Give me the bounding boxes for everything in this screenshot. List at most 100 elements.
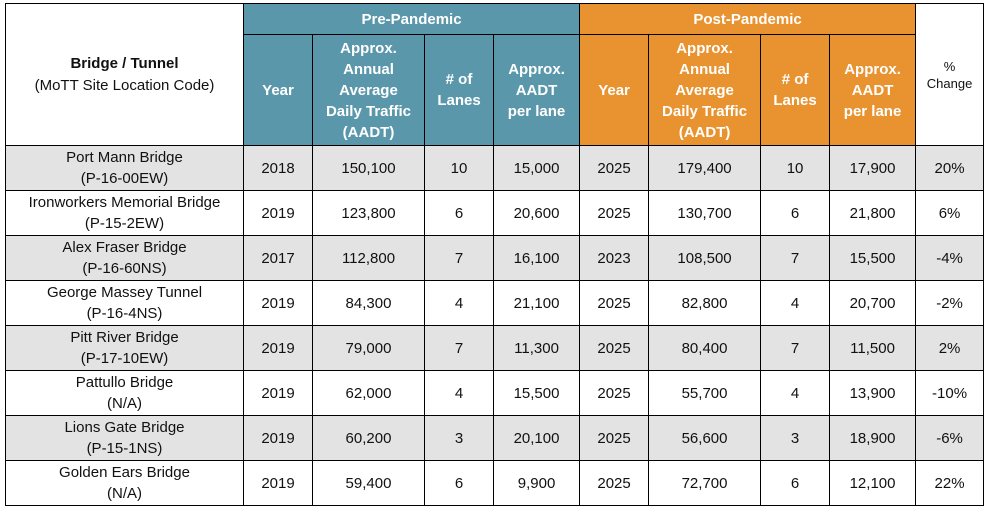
- header-line: AADT: [515, 81, 558, 99]
- site-code: (P-15-2EW): [84, 215, 165, 232]
- header-line: per lane: [843, 102, 902, 120]
- post-year-cell: 2025: [579, 415, 650, 461]
- pre-lanes-cell: 3: [424, 415, 494, 461]
- post-per-lane-cell: 20,700: [829, 280, 917, 326]
- post-lanes-cell: 7: [760, 235, 831, 281]
- pre-per-lane-cell: 20,100: [492, 415, 581, 461]
- pre-aadt-cell: 112,800: [312, 235, 425, 281]
- table-row: Golden Ears Bridge (N/A) 2019 59,400 6 9,…: [5, 460, 985, 506]
- pre-lanes-cell: 7: [424, 235, 494, 281]
- pre-lanes-cell: 6: [424, 460, 494, 506]
- table-row: Lions Gate Bridge (P-15-1NS) 2019 60,200 …: [5, 415, 985, 461]
- site-code: (N/A): [107, 395, 142, 412]
- change-cell: 2%: [915, 325, 985, 371]
- post-aadt-header: Approx. Annual Average Daily Traffic (AA…: [648, 34, 762, 146]
- pre-year-cell: 2017: [243, 235, 313, 281]
- table-row: George Massey Tunnel (P-16-4NS) 2019 84,3…: [5, 280, 985, 326]
- post-aadt-cell: 80,400: [648, 325, 762, 371]
- header-line: Annual: [343, 60, 394, 78]
- post-per-lane-cell: 12,100: [829, 460, 917, 506]
- table-row: Ironworkers Memorial Bridge (P-15-2EW) 20…: [5, 190, 985, 236]
- pre-lanes-cell: 6: [424, 190, 494, 236]
- post-year-header: Year: [579, 34, 650, 146]
- bridge-name: Port Mann Bridge: [66, 149, 183, 166]
- post-lanes-cell: 4: [760, 280, 831, 326]
- post-aadt-cell: 179,400: [648, 145, 762, 191]
- post-lanes-cell: 7: [760, 325, 831, 371]
- header-line: AADT: [851, 81, 894, 99]
- pre-year-cell: 2019: [243, 325, 313, 371]
- pct-header-line: %: [943, 58, 956, 74]
- change-cell: 6%: [915, 190, 985, 236]
- bridge-name: Golden Ears Bridge: [59, 464, 190, 481]
- post-pandemic-group-header: Post-Pandemic: [579, 3, 917, 35]
- post-per-lane-cell: 15,500: [829, 235, 917, 281]
- header-line: (AADT): [678, 123, 731, 141]
- post-year-cell: 2025: [579, 145, 650, 191]
- pre-per-lane-cell: 16,100: [492, 235, 581, 281]
- pre-lanes-cell: 4: [424, 370, 494, 416]
- pre-per-lane-cell: 9,900: [492, 460, 581, 506]
- change-cell: -6%: [915, 415, 985, 461]
- post-year-cell: 2025: [579, 460, 650, 506]
- post-lanes-cell: 3: [760, 415, 831, 461]
- post-per-lane-cell: 11,500: [829, 325, 917, 371]
- pre-year-cell: 2019: [243, 370, 313, 416]
- post-year-cell: 2025: [579, 370, 650, 416]
- post-aadt-cell: 108,500: [648, 235, 762, 281]
- site-code: (P-16-4NS): [86, 305, 163, 322]
- bridge-header-subtitle: (MoTT Site Location Code): [34, 76, 215, 94]
- bridge-name: Alex Fraser Bridge: [62, 239, 187, 256]
- pre-lanes-cell: 10: [424, 145, 494, 191]
- header-line: Approx.: [508, 60, 565, 78]
- site-code: (P-15-1NS): [86, 440, 163, 457]
- pre-per-lane-cell: 11,300: [492, 325, 581, 371]
- change-cell: 22%: [915, 460, 985, 506]
- site-code: (P-16-00EW): [80, 170, 169, 187]
- table-row: Alex Fraser Bridge (P-16-60NS) 2017 112,8…: [5, 235, 985, 281]
- bridge-name-cell: Alex Fraser Bridge (P-16-60NS): [5, 235, 244, 281]
- pre-lanes-cell: 7: [424, 325, 494, 371]
- header-line: # of: [781, 71, 809, 88]
- change-cell: -2%: [915, 280, 985, 326]
- header-line: Approx.: [676, 39, 733, 57]
- post-year-cell: 2025: [579, 190, 650, 236]
- header-line: Annual: [679, 60, 730, 78]
- bridge-name: Pitt River Bridge: [70, 329, 179, 346]
- header-line: (AADT): [342, 123, 395, 141]
- pre-aadt-cell: 59,400: [312, 460, 425, 506]
- table-body: Port Mann Bridge (P-16-00EW) 2018 150,100…: [5, 145, 985, 506]
- header-line: Daily Traffic: [662, 102, 748, 120]
- header-line: Average: [339, 81, 398, 99]
- pre-per-lane-cell: 20,600: [492, 190, 581, 236]
- pre-pandemic-group-header: Pre-Pandemic: [242, 3, 581, 35]
- header-line: Average: [675, 81, 734, 99]
- pct-header-line: Change: [926, 75, 973, 91]
- bridge-header-title: Bridge / Tunnel: [70, 54, 179, 72]
- post-aadt-cell: 72,700: [648, 460, 762, 506]
- site-code: (N/A): [107, 485, 142, 502]
- pre-aadt-cell: 79,000: [312, 325, 425, 371]
- table-row: Pattullo Bridge (N/A) 2019 62,000 4 15,50…: [5, 370, 985, 416]
- pre-per-lane-header: Approx. AADT per lane: [492, 34, 581, 146]
- header-line: # of: [445, 71, 473, 88]
- header-line: Lanes: [437, 92, 481, 109]
- post-per-lane-cell: 17,900: [829, 145, 917, 191]
- bridge-name: Ironworkers Memorial Bridge: [28, 194, 221, 211]
- pre-lanes-cell: 4: [424, 280, 494, 326]
- pre-year-cell: 2018: [243, 145, 313, 191]
- pre-year-cell: 2019: [243, 190, 313, 236]
- bridge-name: Lions Gate Bridge: [64, 419, 185, 436]
- header-line: Approx.: [340, 39, 397, 57]
- pre-year-cell: 2019: [243, 415, 313, 461]
- change-cell: -4%: [915, 235, 985, 281]
- post-per-lane-cell: 13,900: [829, 370, 917, 416]
- pre-aadt-header: Approx. Annual Average Daily Traffic (AA…: [312, 34, 425, 146]
- header-line: Approx.: [844, 60, 901, 78]
- bridge-name-cell: Pattullo Bridge (N/A): [5, 370, 244, 416]
- bridge-name-cell: George Massey Tunnel (P-16-4NS): [5, 280, 244, 326]
- post-aadt-cell: 82,800: [648, 280, 762, 326]
- traffic-table: Bridge / Tunnel (MoTT Site Location Code…: [5, 3, 985, 506]
- site-code: (P-16-60NS): [82, 260, 167, 277]
- pre-aadt-cell: 84,300: [312, 280, 425, 326]
